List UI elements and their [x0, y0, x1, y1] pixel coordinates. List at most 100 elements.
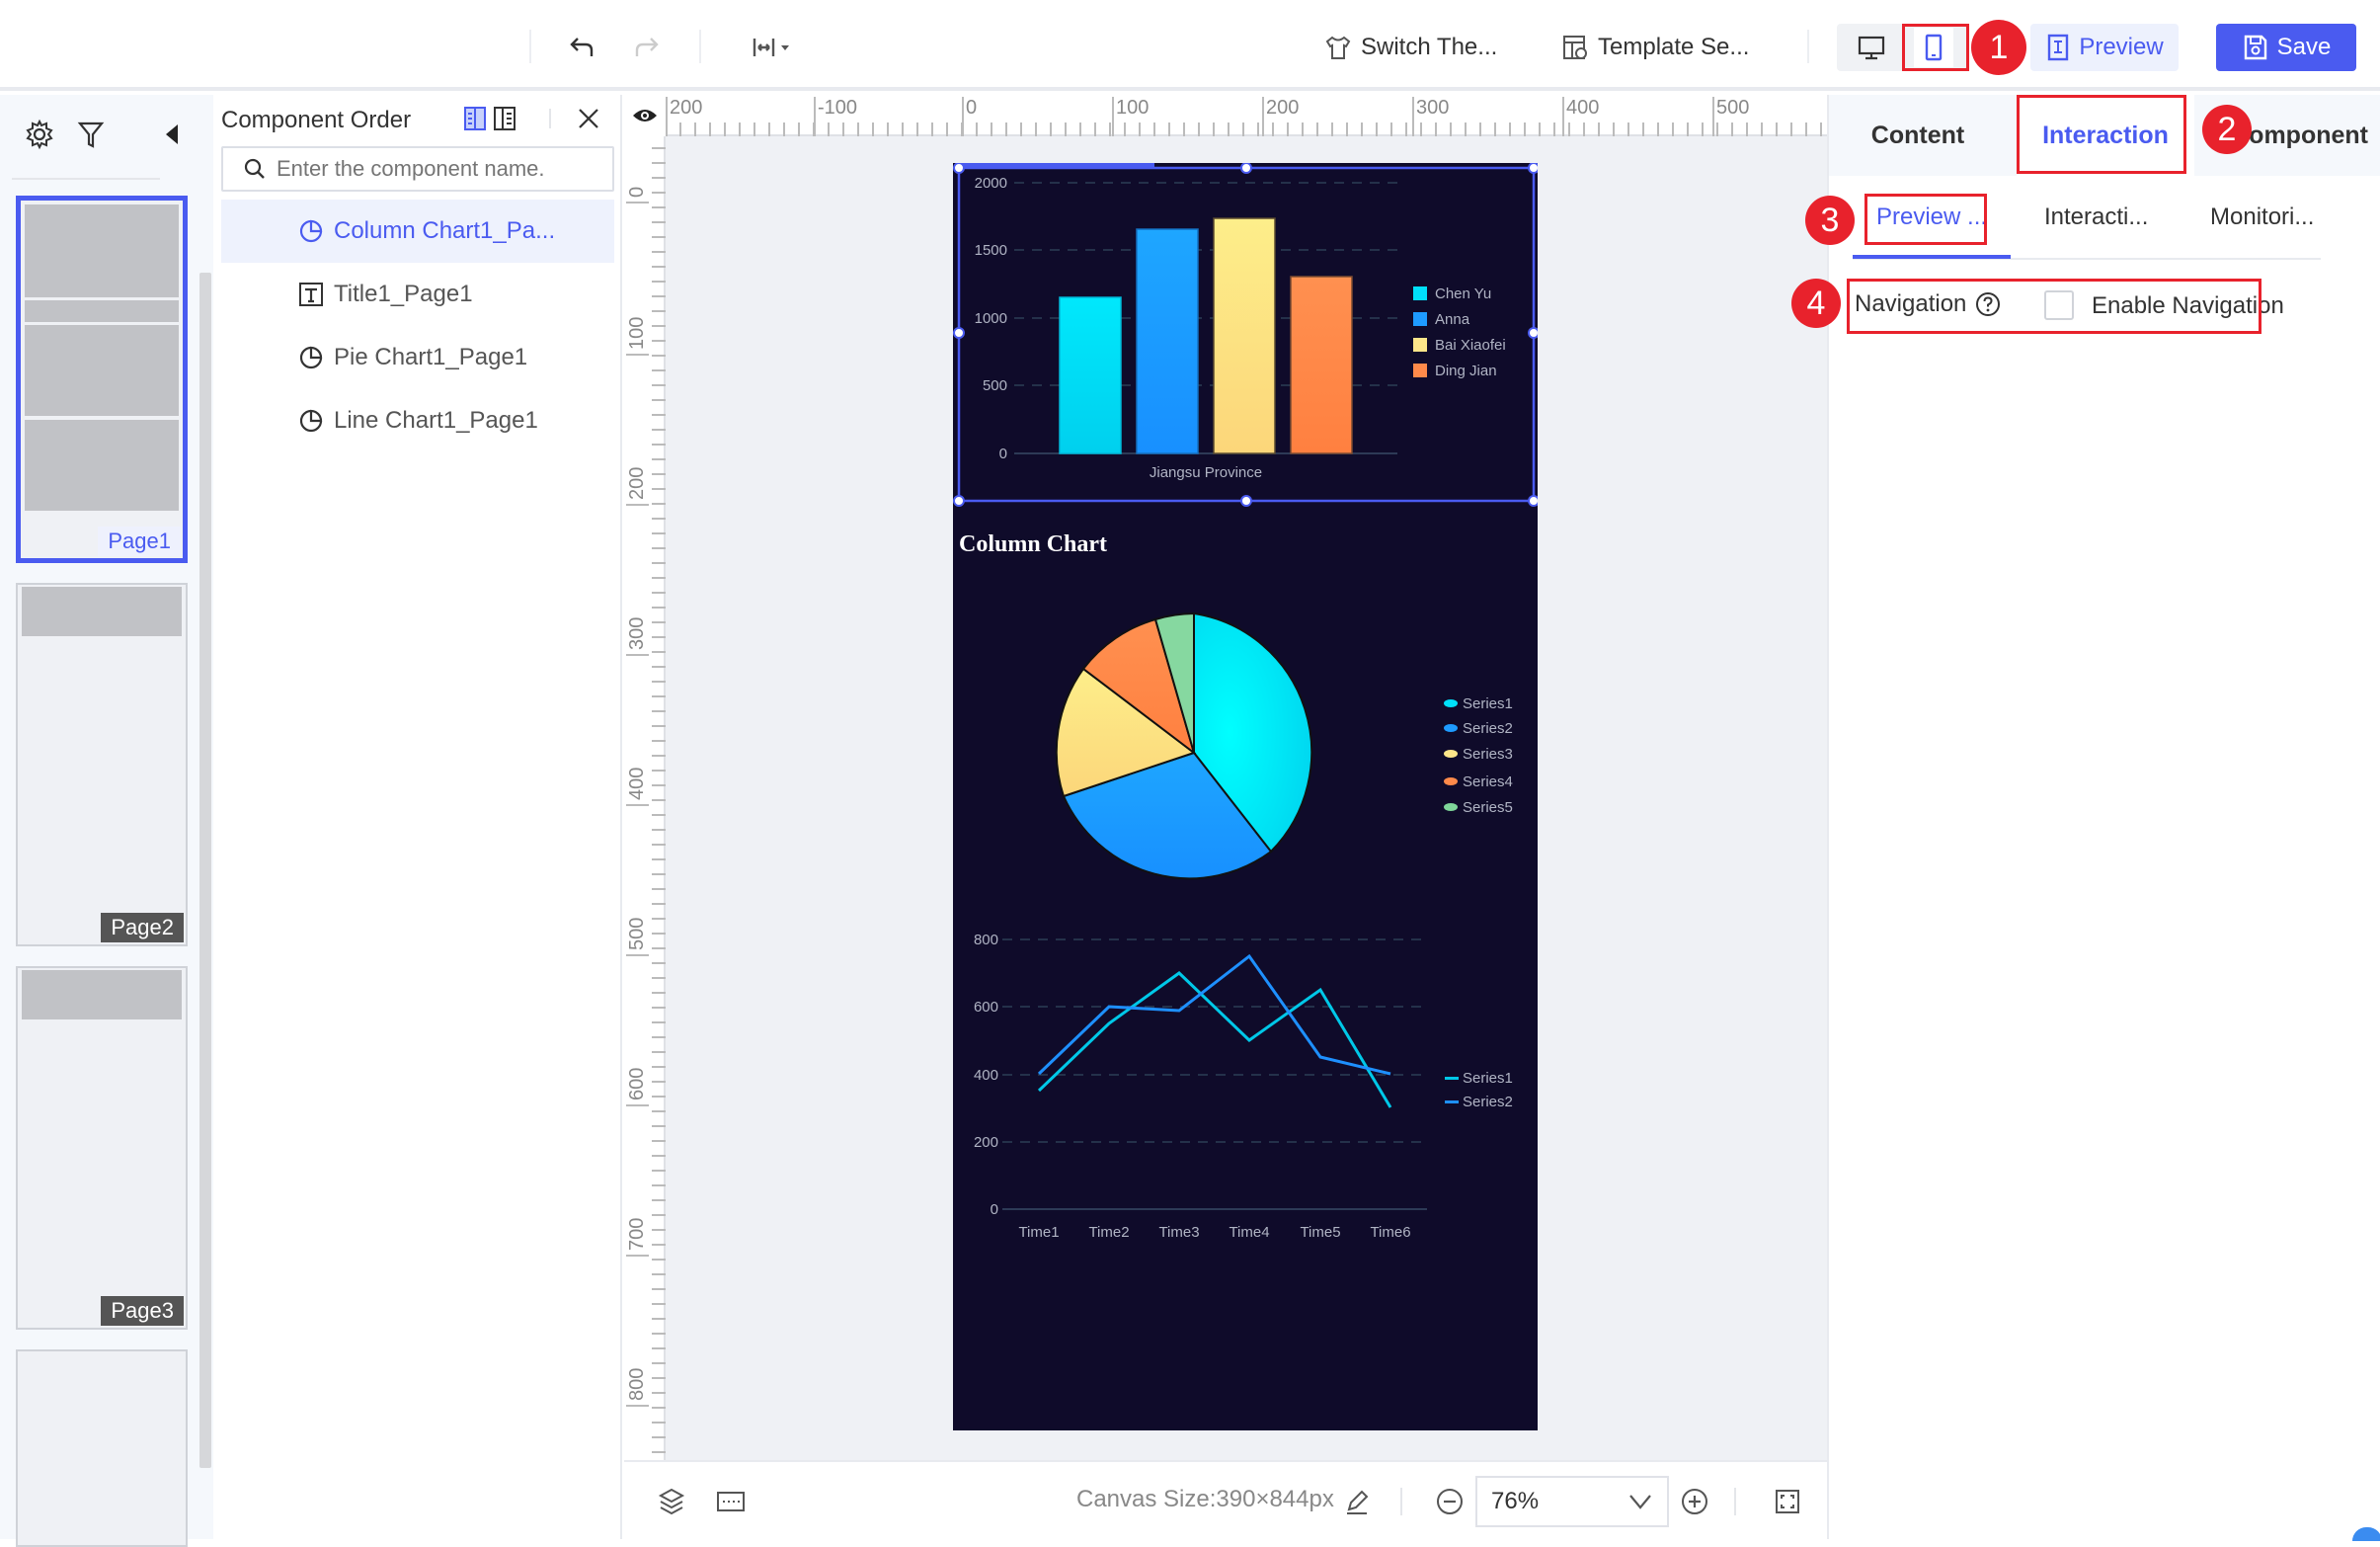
svg-text:200: 200 [974, 1134, 998, 1151]
line-chart[interactable]: 800 600 400 200 0 Time1 Time2 Time3 Time4 Time5 T… [974, 932, 1513, 1241]
enable-navigation-checkbox[interactable] [2044, 290, 2074, 320]
active-subtab-indicator [1853, 255, 2011, 259]
annotation-box-2 [2017, 95, 2186, 174]
layers-button[interactable] [654, 1484, 689, 1519]
divider [1400, 1488, 1402, 1515]
keyboard-shortcuts-button[interactable] [713, 1484, 749, 1519]
pie-chart[interactable] [1055, 611, 1313, 880]
preview-label: Preview [2079, 34, 2164, 60]
component-item-pie-chart[interactable]: Pie Chart1_Page1 [221, 326, 614, 389]
mobile-artboard[interactable]: 2000 1500 1000 500 0 Jiangsu Province Chen Y… [953, 162, 1540, 1430]
svg-text:500: 500 [983, 377, 1007, 394]
page-thumbnail-2[interactable]: Page2 [16, 583, 188, 946]
pie-legend: Series1 Series2 Series3 Series4 Series5 [1444, 695, 1513, 816]
theme-shirt-icon [1325, 36, 1351, 59]
minus-circle-icon [1437, 1489, 1463, 1514]
divider [1734, 1488, 1736, 1515]
component-item-title[interactable]: Title1_Page1 [221, 263, 614, 326]
chevron-down-icon [1629, 1495, 1651, 1509]
horizontal-ruler: 200 -100 0 100 200 300 400 500 [666, 95, 1827, 136]
page-thumbnail-1[interactable]: Page1 [16, 196, 188, 563]
subtab-divider [1853, 258, 2321, 260]
svg-text:1000: 1000 [975, 310, 1007, 327]
tab-content[interactable]: Content [1870, 121, 1965, 149]
page-label: Page3 [101, 1296, 184, 1326]
component-label: Column Chart1_Pa... [334, 217, 556, 244]
collapse-panel-button[interactable] [154, 117, 190, 152]
svg-text:400: 400 [974, 1067, 998, 1084]
ruler-ticks [652, 147, 666, 1453]
tab-interaction[interactable]: Interaction [2017, 95, 2194, 176]
eye-icon [633, 110, 657, 122]
component-search[interactable] [221, 146, 614, 192]
vertical-ruler: 0 100 200 300 400 500 600 700 800 [624, 136, 666, 1460]
edit-canvas-size-button[interactable] [1339, 1484, 1375, 1519]
svg-text:Series2: Series2 [1463, 720, 1513, 737]
page-thumbnail-3[interactable]: Page3 [16, 966, 188, 1330]
chart-icon [299, 409, 323, 433]
component-item-column-chart[interactable]: Column Chart1_Pa... [221, 200, 614, 263]
ruler-label: 0 [626, 144, 649, 204]
annotation-badge-1: 1 [1971, 20, 2026, 75]
zoom-select[interactable]: 76% [1475, 1476, 1669, 1527]
pages-scrollbar[interactable] [199, 273, 211, 1468]
annotation-badge-4: 4 [1791, 279, 1841, 328]
filter-button[interactable] [73, 117, 109, 152]
navigation-label: Navigation [1855, 290, 1967, 317]
fit-width-dropdown[interactable] [751, 30, 800, 65]
fullscreen-button[interactable] [1770, 1484, 1805, 1519]
divider [1807, 30, 1809, 63]
ruler-label: 700 [626, 1197, 649, 1257]
preview-button[interactable]: Preview [2030, 24, 2179, 71]
switch-theme-label: Switch The... [1361, 34, 1498, 60]
undo-button[interactable] [565, 30, 600, 65]
save-icon [2244, 35, 2266, 60]
svg-text:Jiangsu Province: Jiangsu Province [1150, 464, 1262, 481]
title-component[interactable]: Column Chart [959, 531, 1107, 557]
annotation-badge-2: 2 [2202, 105, 2252, 154]
template-settings-button[interactable]: Template Se... [1560, 30, 1749, 65]
filter-icon [77, 122, 105, 148]
split-layout-icon [464, 107, 486, 130]
thumb-block [25, 420, 179, 511]
zoom-out-button[interactable] [1432, 1484, 1468, 1519]
template-settings-icon [1563, 36, 1587, 59]
gear-icon [26, 119, 53, 150]
subtab-interaction[interactable]: Interacti... [2044, 204, 2149, 230]
layout-toggle-2[interactable] [494, 107, 516, 130]
page-thumbnail-4[interactable] [16, 1349, 188, 1547]
zoom-in-button[interactable] [1677, 1484, 1712, 1519]
component-item-line-chart[interactable]: Line Chart1_Page1 [221, 389, 614, 452]
help-widget[interactable] [2352, 1527, 2380, 1541]
help-icon[interactable] [1974, 290, 2002, 318]
component-search-input[interactable] [277, 156, 593, 182]
page-label: Page2 [101, 913, 184, 942]
search-icon [244, 158, 265, 179]
page-settings-button[interactable] [22, 117, 57, 152]
ruler-label: 400 [626, 747, 649, 806]
desktop-view-button[interactable] [1855, 32, 1888, 63]
preview-icon [2048, 34, 2069, 61]
svg-text:0: 0 [999, 446, 1007, 462]
keyboard-icon [717, 1492, 745, 1511]
svg-text:Time3: Time3 [1158, 1224, 1199, 1241]
subtab-monitoring[interactable]: Monitori... [2210, 204, 2315, 230]
mobile-view-button[interactable] [1914, 28, 1953, 67]
ruler-label: 200 [666, 97, 702, 136]
svg-text:Ding Jian: Ding Jian [1435, 363, 1497, 379]
column-chart[interactable]: 2000 1500 1000 500 0 Jiangsu Province Chen Y… [953, 162, 1540, 507]
svg-text:Series1: Series1 [1463, 1070, 1513, 1087]
subtab-preview[interactable]: Preview ... [1876, 204, 1988, 230]
switch-theme-button[interactable]: Switch The... [1323, 30, 1497, 65]
navigation-setting: Navigation [1855, 290, 2002, 318]
close-panel-button[interactable] [577, 107, 600, 130]
template-settings-label: Template Se... [1598, 34, 1750, 60]
redo-button[interactable] [628, 30, 664, 65]
ruler-visibility-toggle[interactable] [624, 95, 666, 136]
layout-toggle-1[interactable] [464, 107, 486, 130]
enable-navigation-label[interactable]: Enable Navigation [2092, 292, 2284, 319]
ruler-label: 600 [626, 1047, 649, 1106]
ruler-label: 100 [1112, 97, 1149, 136]
tab-component[interactable]: Component [2231, 121, 2368, 149]
save-button[interactable]: Save [2216, 24, 2356, 71]
